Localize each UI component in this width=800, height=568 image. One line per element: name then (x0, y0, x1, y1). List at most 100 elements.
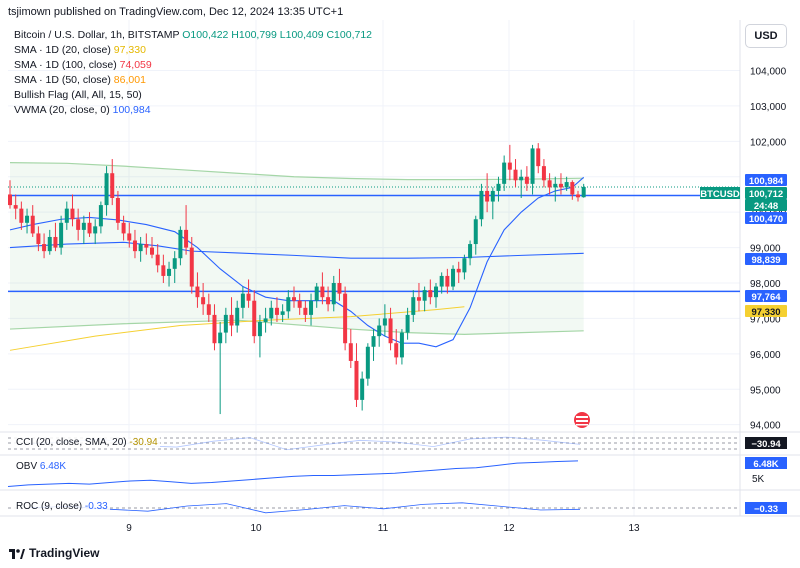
candle[interactable] (292, 286, 296, 308)
candle[interactable] (490, 187, 495, 220)
candle[interactable] (394, 329, 399, 365)
candle[interactable] (47, 229, 52, 255)
candle[interactable] (576, 190, 580, 202)
candle[interactable] (8, 180, 12, 209)
candle[interactable] (240, 286, 245, 319)
candle[interactable] (343, 286, 348, 351)
candle[interactable] (184, 205, 189, 255)
candle[interactable] (462, 254, 467, 280)
candle[interactable] (161, 254, 166, 284)
candle[interactable] (405, 307, 410, 340)
candle[interactable] (422, 286, 427, 312)
candle[interactable] (439, 272, 444, 294)
candle[interactable] (212, 304, 217, 351)
candle[interactable] (206, 293, 211, 322)
candle[interactable] (456, 261, 461, 284)
candle[interactable] (309, 293, 314, 326)
legend-sma20[interactable]: SMA · 1D (20, close) 97,330 (14, 43, 372, 58)
candle[interactable] (104, 166, 109, 216)
candle[interactable] (178, 226, 183, 266)
candle[interactable] (428, 279, 433, 305)
candle[interactable] (93, 219, 98, 245)
candle[interactable] (371, 329, 376, 361)
candle[interactable] (167, 261, 172, 287)
legend-flag[interactable]: Bullish Flag (All, All, 15, 50) (14, 88, 372, 103)
candle[interactable] (297, 293, 302, 315)
roc-legend[interactable]: ROC (9, close) -0.33 (14, 501, 110, 512)
candle[interactable] (581, 183, 586, 198)
legend-sma100[interactable]: SMA · 1D (100, close) 74,059 (14, 58, 372, 73)
candle[interactable] (365, 343, 370, 386)
candle[interactable] (485, 173, 490, 213)
candle[interactable] (337, 268, 342, 301)
candle[interactable] (274, 297, 279, 322)
obv-legend[interactable]: OBV 6.48K (14, 461, 69, 472)
candle[interactable] (229, 297, 234, 337)
candle[interactable] (354, 343, 359, 407)
candle[interactable] (513, 159, 518, 188)
candle[interactable] (314, 283, 319, 308)
legend-sma50[interactable]: SMA · 1D (50, close) 86,001 (14, 73, 372, 88)
candle[interactable] (399, 329, 404, 365)
candle[interactable] (263, 307, 268, 333)
candle[interactable] (360, 371, 365, 411)
candle[interactable] (473, 215, 478, 255)
candle[interactable] (553, 176, 558, 202)
currency-button[interactable]: USD (745, 24, 787, 48)
candle[interactable] (519, 169, 524, 199)
candle[interactable] (564, 176, 569, 191)
candle[interactable] (286, 290, 291, 319)
candle[interactable] (25, 208, 30, 234)
candle[interactable] (121, 215, 126, 241)
candle[interactable] (388, 307, 393, 351)
candle[interactable] (479, 183, 484, 227)
candle[interactable] (189, 236, 194, 294)
candle[interactable] (36, 226, 41, 252)
candle[interactable] (536, 143, 541, 174)
candle[interactable] (64, 201, 69, 230)
candle[interactable] (13, 194, 18, 220)
candle[interactable] (524, 166, 529, 191)
candle[interactable] (377, 318, 382, 347)
candle[interactable] (257, 314, 262, 358)
candle[interactable] (110, 159, 115, 206)
candle[interactable] (115, 190, 120, 230)
candle[interactable] (558, 173, 563, 195)
candle[interactable] (132, 229, 137, 259)
candle[interactable] (98, 201, 103, 234)
candle[interactable] (252, 290, 257, 344)
candle[interactable] (30, 205, 35, 237)
tradingview-logo[interactable]: TradingView (9, 546, 99, 560)
candle[interactable] (76, 208, 81, 241)
candle[interactable] (547, 173, 552, 195)
candle[interactable] (468, 240, 473, 266)
candle[interactable] (144, 233, 149, 255)
candle[interactable] (223, 307, 228, 344)
cci-legend[interactable]: CCI (20, close, SMA, 20) -30.94 (14, 437, 160, 448)
candle[interactable] (201, 283, 206, 315)
candle[interactable] (348, 329, 353, 369)
candle[interactable] (445, 268, 450, 294)
candle[interactable] (570, 180, 575, 200)
candle[interactable] (42, 233, 47, 259)
candle[interactable] (411, 290, 416, 322)
legend-vwma[interactable]: VWMA (20, close, 0) 100,984 (14, 103, 372, 118)
candle[interactable] (382, 304, 387, 337)
candle[interactable] (320, 272, 325, 305)
candle[interactable] (507, 144, 512, 181)
candle[interactable] (280, 304, 285, 322)
candle[interactable] (127, 222, 132, 248)
candle[interactable] (530, 144, 535, 195)
candle[interactable] (416, 283, 421, 312)
candle[interactable] (172, 251, 177, 284)
candle[interactable] (59, 215, 64, 255)
candle[interactable] (53, 222, 58, 252)
candle[interactable] (434, 283, 438, 308)
candle[interactable] (246, 279, 251, 308)
candle[interactable] (81, 215, 86, 245)
candle[interactable] (218, 321, 223, 415)
candle[interactable] (451, 265, 456, 291)
candle[interactable] (303, 300, 308, 322)
candle[interactable] (502, 155, 507, 191)
